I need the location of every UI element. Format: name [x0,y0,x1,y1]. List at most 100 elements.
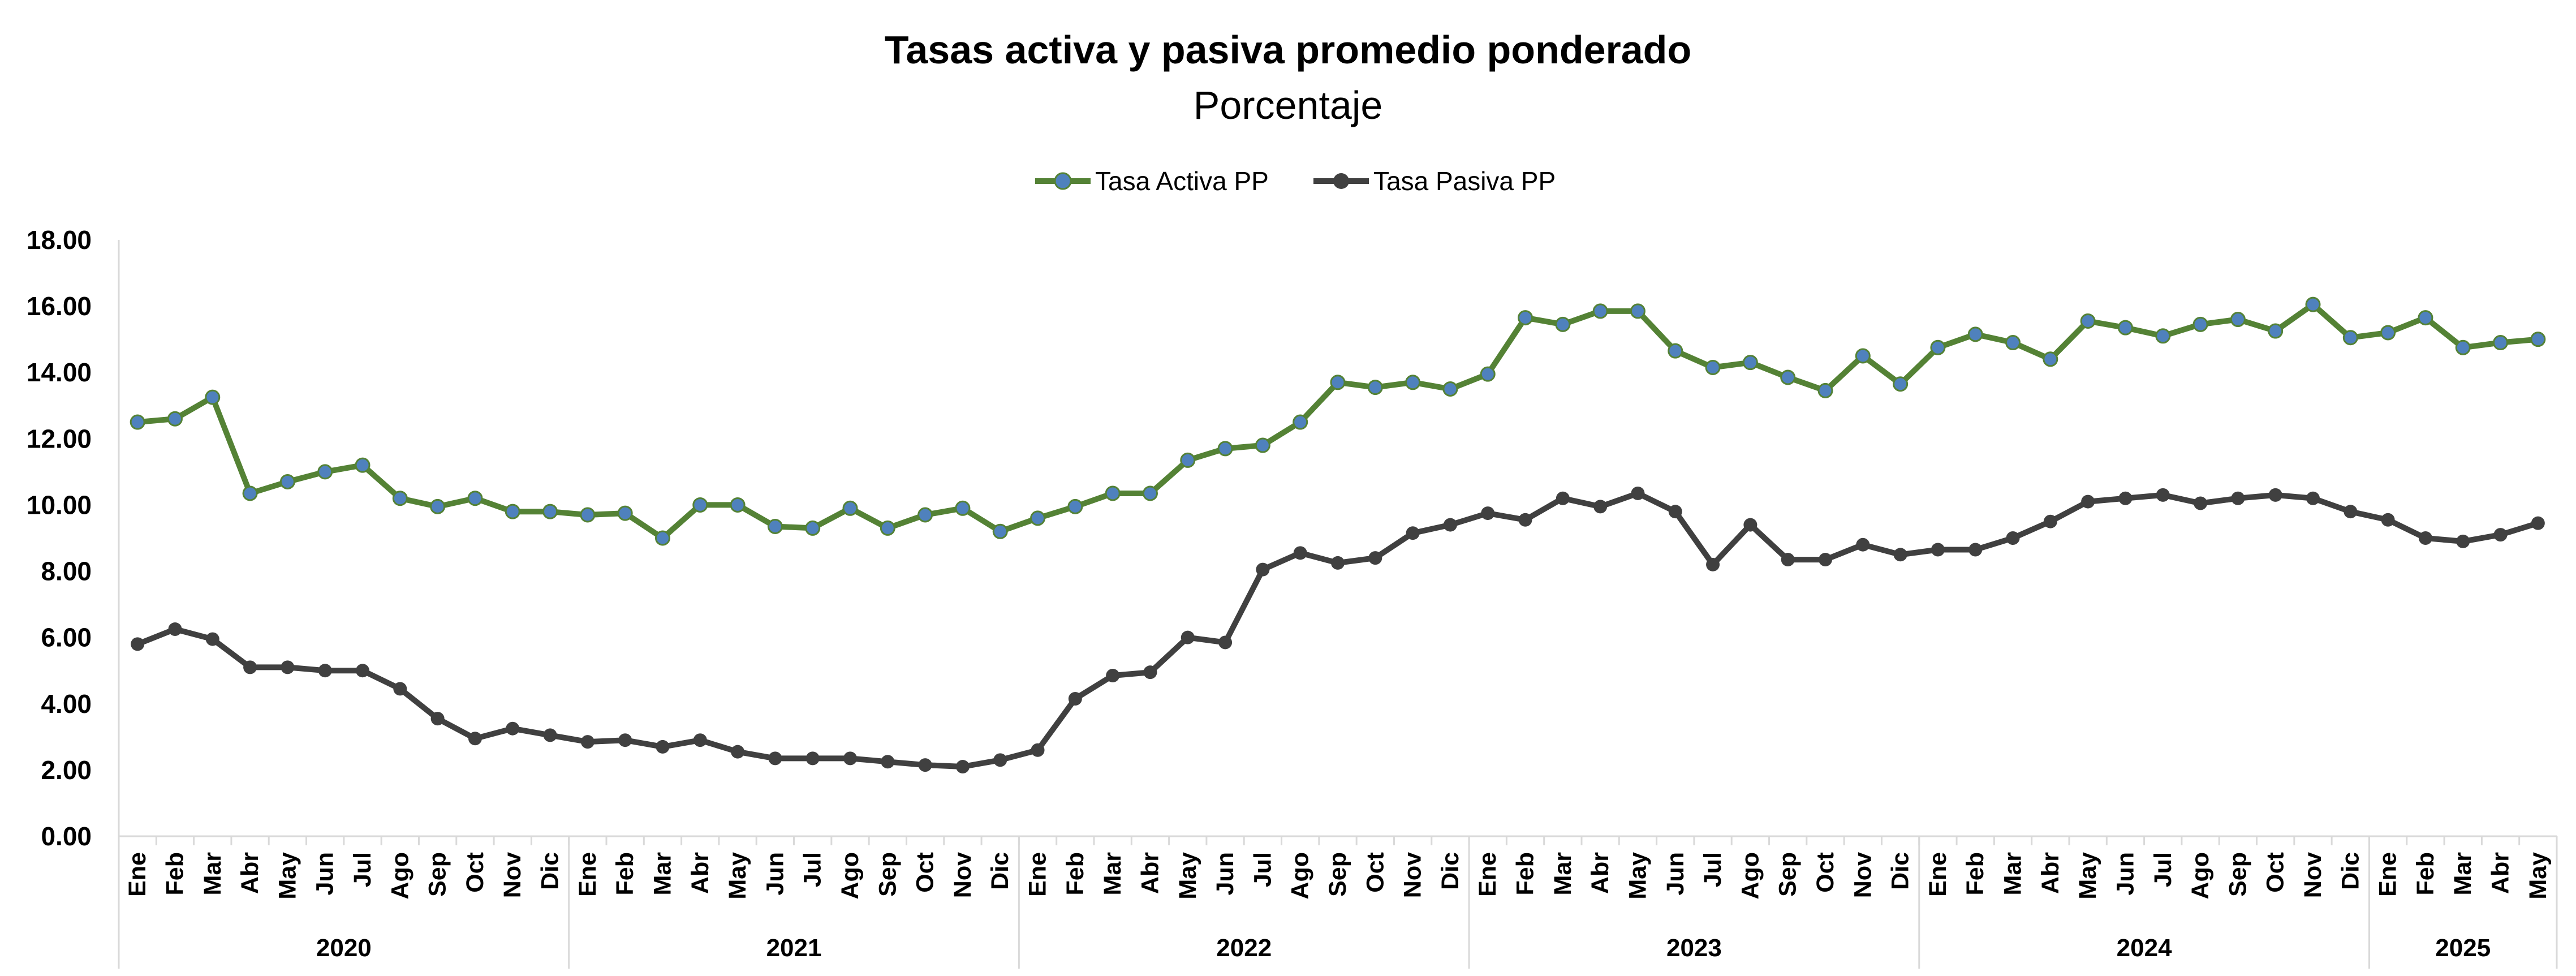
x-tick-label: Abr [236,852,264,894]
y-tick-label: 16.00 [27,291,92,321]
data-point-activa [1480,366,1496,382]
data-point-activa [2268,323,2284,339]
legend-label-pasiva: Tasa Pasiva PP [1373,166,1556,196]
x-tick-label: Jul [349,852,376,887]
x-tick-label: Oct [1812,852,1839,893]
data-point-pasiva [281,660,295,674]
data-point-activa [2493,335,2509,351]
data-point-pasiva [656,739,670,754]
data-point-pasiva [1631,486,1645,500]
data-point-pasiva [1706,557,1720,571]
data-point-pasiva [205,632,219,646]
data-point-activa [1967,326,1983,342]
y-tick-label: 18.00 [27,225,92,255]
data-point-pasiva [731,745,745,759]
x-tick-label: Jul [1699,852,1726,887]
data-point-pasiva [2156,488,2170,502]
data-point-activa [1630,303,1645,319]
data-point-pasiva [1593,500,1608,514]
data-point-pasiva [580,735,595,749]
data-point-pasiva [393,682,407,696]
plot-area: 0.00 2.00 4.00 6.00 8.00 10.00 12.00 14.00 16.00… [27,225,2558,969]
data-point-pasiva [1106,669,1120,683]
data-point-activa [1030,510,1046,526]
data-point-activa [880,520,895,536]
data-point-activa [992,523,1008,539]
data-point-pasiva [1368,551,1382,565]
data-point-activa [955,500,971,516]
data-point-activa [767,519,783,535]
x-tick-label: Jun [312,852,339,895]
data-point-pasiva [506,721,520,736]
x-tick-label: Feb [1062,852,1089,895]
data-point-pasiva [843,751,857,766]
data-point-activa [1067,498,1083,514]
data-point-pasiva [356,664,369,678]
data-point-pasiva [2194,496,2208,510]
y-tick-label: 0.00 [41,822,92,851]
x-tick-label: Nov [949,852,976,898]
data-point-pasiva [1143,665,1157,680]
year-label: 2020 [316,934,372,962]
x-tick-label: Jul [2149,852,2177,887]
data-point-pasiva [1856,538,1870,552]
data-point-pasiva [1668,505,1682,519]
data-point-activa [1555,316,1571,332]
data-point-activa [2305,296,2321,312]
data-point-pasiva [1406,526,1420,540]
data-point-pasiva [2081,495,2095,509]
data-point-activa [430,498,446,514]
data-point-activa [2005,335,2021,351]
data-point-activa [130,414,145,430]
data-point-pasiva [2306,491,2320,505]
data-point-pasiva [768,751,782,766]
data-point-activa [1142,485,1158,501]
data-point-activa [279,474,295,489]
data-point-pasiva [2344,505,2358,519]
x-tick-label: Mar [1099,852,1126,896]
data-point-activa [1705,359,1721,375]
data-point-pasiva [1218,635,1233,650]
data-point-activa [1405,375,1421,390]
x-tick-label: May [1174,852,1201,900]
legend-item-pasiva: Tasa Pasiva PP [1313,166,1556,196]
data-point-activa [1330,375,1346,390]
legend: Tasa Activa PP Tasa Pasiva PP [1035,166,1556,196]
x-tick-label: Feb [2412,852,2439,895]
data-point-pasiva [243,660,257,674]
data-point-pasiva [918,758,932,772]
data-point-activa [467,491,483,506]
data-point-activa [392,491,408,506]
data-point-activa [730,497,746,513]
x-tick-label: Dic [537,852,564,890]
data-point-pasiva [2381,513,2395,527]
x-tick-label: Ene [1024,852,1052,897]
data-point-pasiva [468,732,482,746]
x-tick-label: Abr [1587,852,1614,894]
x-tick-label: May [2525,852,2552,900]
x-tick-label: Jul [1249,852,1276,887]
data-point-pasiva [1331,556,1345,570]
y-tick-label: 6.00 [41,623,92,652]
data-point-pasiva [2231,491,2245,505]
x-tick-label: Nov [1849,852,1876,898]
data-point-activa [617,505,633,521]
x-tick-label: Jun [761,852,789,895]
series-line-pasiva [135,491,2541,769]
year-label: 2022 [1216,934,1272,962]
chart-subtitle: Porcentaje [1194,83,1383,127]
data-point-pasiva [1556,491,1570,505]
x-tick-label: Jun [1212,852,1239,895]
x-tick-label: Jun [1662,852,1689,895]
data-point-activa [1105,485,1121,501]
data-point-pasiva [2043,514,2057,528]
data-point-activa [1255,437,1270,453]
x-tick-label: May [724,852,751,900]
x-tick-label: Mar [199,852,226,896]
data-point-pasiva [1968,543,1983,557]
x-tick-label: Ago [2187,852,2214,900]
data-point-activa [1742,355,1758,371]
data-point-activa [2342,330,2358,346]
year-label: 2021 [766,934,822,962]
data-point-pasiva [1293,546,1307,560]
